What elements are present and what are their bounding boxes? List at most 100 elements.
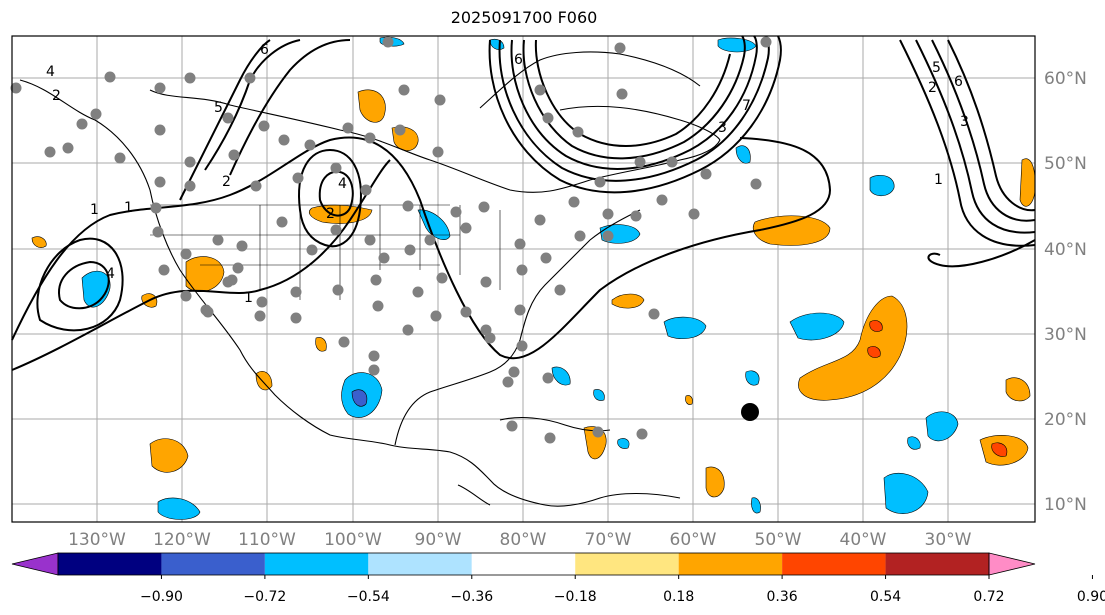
map-frame [11, 35, 1036, 523]
station-dot [544, 432, 556, 444]
contour-labels: 4 6 5 2 1 4 2 1 6 7 3 2 4 6 5 3 1 2 1 [46, 42, 969, 306]
station-dot [574, 230, 586, 242]
colorbar-segment [368, 553, 472, 575]
station-dot [184, 180, 196, 192]
station-dot [506, 420, 518, 432]
station-dot [276, 216, 288, 228]
colorbar-extend-low [11, 552, 59, 576]
station-dot [158, 264, 170, 276]
station-dot [378, 252, 390, 264]
station-dot [502, 376, 514, 388]
station-dot [568, 196, 580, 208]
lon-label: 110°W [238, 530, 296, 550]
colorbar-labels: −0.90 −0.72 −0.54 −0.36 −0.18 0.18 0.36 0.54 0.7… [140, 575, 1105, 605]
station-dot [338, 336, 350, 348]
station-dot [616, 88, 628, 100]
station-dot [450, 206, 462, 218]
station-dot [592, 426, 604, 438]
station-dot [154, 82, 166, 94]
station-dot [332, 284, 344, 296]
station-dot [602, 208, 614, 220]
lat-label: 40°N [1044, 240, 1087, 260]
shaded-fields [31, 36, 1036, 520]
colorbar-tick-label: 0.18 [663, 589, 694, 605]
contour-label: 7 [742, 98, 751, 114]
station-dot [542, 112, 554, 124]
station-dot [630, 210, 642, 222]
colorbar-segment [58, 553, 162, 575]
lat-label: 10°N [1044, 495, 1087, 515]
station-dot [382, 36, 394, 48]
station-dot [290, 286, 302, 298]
map-title: 2025091700 F060 [450, 8, 598, 27]
contour-label: 6 [514, 52, 523, 68]
station-dot [404, 244, 416, 256]
lon-label: 90°W [415, 530, 462, 550]
colorbar-outline [57, 552, 990, 576]
station-dot [432, 146, 444, 158]
lat-label: 60°N [1044, 69, 1087, 89]
station-dot [44, 146, 56, 158]
station-dot [636, 428, 648, 440]
lon-label: 50°W [755, 530, 802, 550]
station-dot [402, 324, 414, 336]
station-dot [256, 296, 268, 308]
station-dot [154, 176, 166, 188]
contour-label: 6 [260, 42, 269, 58]
contour-label: 6 [954, 74, 963, 90]
station-dot [184, 156, 196, 168]
station-dot [460, 306, 472, 318]
station-dot [514, 304, 526, 316]
colorbar-segment [264, 553, 369, 575]
contour-label: 3 [718, 120, 727, 136]
station-dot [430, 310, 442, 322]
station-dot [154, 124, 166, 136]
colorbar-segment [885, 553, 989, 575]
longitude-labels: 130°W 120°W 110°W 100°W 90°W 80°W 70°W 6… [68, 530, 972, 550]
station-dot [372, 300, 384, 312]
station-dot [104, 71, 116, 83]
station-dot [330, 162, 342, 174]
station-dot [152, 226, 164, 238]
station-dot [62, 142, 74, 154]
colorbar-tick-label: 0.54 [870, 589, 901, 605]
contour-label: 1 [934, 172, 943, 188]
station-dot [478, 201, 490, 213]
station-dot [534, 214, 546, 226]
lat-label: 20°N [1044, 410, 1087, 430]
lon-label: 100°W [324, 530, 382, 550]
station-dot [508, 366, 520, 378]
station-dot [542, 372, 554, 384]
colorbar-segment [471, 553, 576, 575]
contours [11, 35, 1036, 371]
contour-label: 1 [124, 200, 133, 216]
lat-label: 50°N [1044, 154, 1087, 174]
lon-label: 80°W [500, 530, 547, 550]
station-dot [10, 82, 22, 94]
station-dot [228, 149, 240, 161]
station-dot [398, 84, 410, 96]
colorbar-tick-label: 0.90 [1077, 589, 1105, 605]
station-dot [114, 152, 126, 164]
station-dot [648, 308, 660, 320]
station-dot [412, 286, 424, 298]
station-dot [688, 208, 700, 220]
station-dot [666, 156, 678, 168]
station-dot [304, 139, 316, 151]
station-dot [514, 238, 526, 250]
contour-label: 2 [928, 80, 937, 96]
station-dot [614, 42, 626, 54]
lon-label: 40°W [840, 530, 887, 550]
contour-label: 4 [106, 266, 115, 282]
station-dot [222, 112, 234, 124]
station-dot [278, 134, 290, 146]
station-dot [76, 118, 88, 130]
station-dot [370, 274, 382, 286]
station-dot [540, 252, 552, 264]
station-dot [306, 244, 318, 256]
contour-label: 5 [214, 100, 223, 116]
station-dot [434, 94, 446, 106]
colorbar-segment [161, 553, 265, 575]
contour-label: 2 [222, 174, 231, 190]
